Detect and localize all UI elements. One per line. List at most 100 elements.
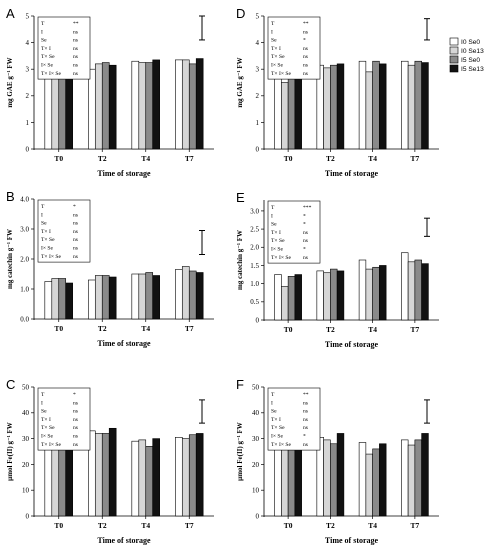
anova-significance: ns bbox=[73, 221, 78, 227]
anova-factor: T× Se bbox=[271, 425, 285, 431]
bar-t2-series-3 bbox=[101, 275, 110, 320]
anova-significance: ns bbox=[73, 38, 78, 44]
panel-a: A 0 1 2 3 4 5 mg GAE g⁻¹ FW T0 T2 T4 T7 Time of stor… bbox=[6, 6, 214, 178]
x-tick-label: T0 bbox=[54, 324, 63, 333]
anova-factor: I× Se bbox=[271, 63, 284, 69]
anova-factor: I bbox=[271, 29, 273, 35]
y-axis-label: mg catechin g⁻¹ FW bbox=[236, 230, 244, 290]
anova-significance: ns bbox=[73, 212, 78, 218]
anova-factor: Se bbox=[41, 409, 47, 415]
anova-significance: ns bbox=[303, 63, 308, 69]
bar-t7-series-4 bbox=[195, 272, 204, 320]
bar-t4-series-2 bbox=[365, 71, 373, 150]
x-tick-label: T4 bbox=[368, 325, 377, 334]
y-tick-label: 1.0 bbox=[250, 280, 259, 288]
bar-t2-series-2 bbox=[94, 63, 103, 150]
anova-factor: I bbox=[271, 400, 273, 406]
bar-t2-series-2 bbox=[94, 433, 103, 517]
bar-t0-series-4 bbox=[65, 74, 73, 150]
bar-t4-series-1 bbox=[131, 440, 140, 517]
x-tick-label: T7 bbox=[185, 324, 194, 333]
anova-factor: I bbox=[41, 400, 43, 406]
bar-t0-series-2 bbox=[281, 82, 289, 150]
bar-t2-series-2 bbox=[323, 439, 331, 517]
anova-factor: T× I bbox=[271, 46, 281, 52]
y-tick-label: 3 bbox=[26, 66, 30, 74]
panel-letter: B bbox=[6, 189, 15, 204]
y-tick-label: 0 bbox=[26, 145, 30, 153]
bar-t7-series-1 bbox=[401, 252, 409, 321]
anova-box bbox=[267, 16, 321, 80]
y-axis-label: mg GAE g⁻¹ FW bbox=[6, 57, 14, 107]
anova-box bbox=[37, 387, 91, 451]
bar-t4-series-2 bbox=[365, 453, 373, 517]
bar-t0-series-3 bbox=[287, 71, 296, 150]
anova-factor: T bbox=[271, 392, 275, 398]
y-tick-label: 0.5 bbox=[250, 298, 259, 306]
bar-t4-series-3 bbox=[372, 60, 380, 150]
anova-factor: T bbox=[41, 392, 45, 398]
x-tick-label: T7 bbox=[185, 154, 194, 163]
panel-d: D 0 1 2 3 4 5 mg GAE g⁻¹ FW T0 T2 T4 T7 Time of stor… bbox=[236, 6, 439, 178]
y-tick-label: 1 bbox=[26, 119, 30, 127]
x-tick-label: T7 bbox=[410, 154, 419, 163]
anova-significance: ns bbox=[303, 400, 308, 406]
y-tick-label: 50 bbox=[252, 383, 260, 391]
bar-t7-series-4 bbox=[195, 58, 204, 150]
bar-t0-series-1 bbox=[44, 281, 53, 320]
y-tick-label: 30 bbox=[252, 435, 260, 443]
bar-t7-series-4 bbox=[421, 62, 429, 150]
bar-t0-series-4 bbox=[294, 274, 302, 321]
legend-label: I5 Se13 bbox=[461, 66, 484, 73]
anova-significance: ns bbox=[303, 255, 308, 261]
anova-factor: T× I bbox=[271, 417, 281, 423]
anova-significance: ns bbox=[303, 409, 308, 415]
bar-t0-series-1 bbox=[274, 274, 282, 321]
anova-factor: T× I× Se bbox=[271, 71, 291, 77]
y-axis-label: mg catechin g⁻¹ FW bbox=[6, 229, 14, 289]
anova-significance: * bbox=[303, 213, 306, 219]
legend: I0 Se0 I0 Se13 I5 Se0 I5 Se13 bbox=[449, 37, 484, 73]
anova-significance: ns bbox=[73, 229, 78, 235]
anova-significance: ns bbox=[303, 54, 308, 60]
x-tick-label: T0 bbox=[54, 154, 63, 163]
bar-t7-series-4 bbox=[195, 433, 204, 517]
bar-t4-series-1 bbox=[131, 60, 140, 150]
anova-factor: T× I bbox=[41, 46, 51, 52]
error-bar bbox=[199, 230, 205, 255]
bar-t4-series-4 bbox=[152, 438, 160, 517]
legend-swatch bbox=[449, 37, 459, 46]
x-tick-label: T4 bbox=[141, 324, 150, 333]
x-tick-label: T0 bbox=[54, 521, 63, 530]
bar-t0-series-4 bbox=[294, 70, 302, 150]
y-tick-label: 3 bbox=[256, 66, 260, 74]
anova-factor: Se bbox=[271, 38, 277, 44]
bar-t4-series-4 bbox=[152, 275, 160, 320]
x-tick-label: T4 bbox=[368, 154, 377, 163]
anova-factor: T× Se bbox=[41, 54, 55, 60]
bar-t2-series-2 bbox=[323, 272, 331, 321]
bar-t2-series-3 bbox=[101, 62, 110, 150]
y-tick-label: 20 bbox=[22, 461, 30, 469]
y-tick-label: 1.5 bbox=[250, 262, 259, 270]
anova-factor: T× I× Se bbox=[271, 255, 291, 261]
bar-t0-series-1 bbox=[274, 446, 282, 517]
bar-t0-series-4 bbox=[65, 282, 73, 320]
x-tick-label: T2 bbox=[326, 521, 335, 530]
bar-t7-series-4 bbox=[421, 433, 429, 517]
anova-factor: T bbox=[41, 21, 45, 27]
panel-letter: D bbox=[236, 6, 245, 21]
bar-t2-series-3 bbox=[330, 443, 338, 517]
x-tick-label: T7 bbox=[185, 521, 194, 530]
bar-t7-series-1 bbox=[401, 60, 409, 150]
panel-c: C 0 10 20 30 40 50 µmol Fe(II) g⁻¹ FW T0 T2 T4 T7 Ti… bbox=[6, 377, 214, 545]
bar-t2-series-4 bbox=[108, 64, 117, 150]
bar-t4-series-4 bbox=[379, 265, 387, 321]
anova-factor: T× I× Se bbox=[271, 442, 291, 448]
bar-t2-series-4 bbox=[336, 270, 345, 321]
anova-factor: T× I× Se bbox=[41, 254, 61, 260]
x-axis-label: Time of storage bbox=[97, 339, 151, 348]
bar-t4-series-4 bbox=[379, 63, 387, 150]
anova-box bbox=[37, 16, 91, 80]
anova-factor: T bbox=[271, 21, 275, 27]
